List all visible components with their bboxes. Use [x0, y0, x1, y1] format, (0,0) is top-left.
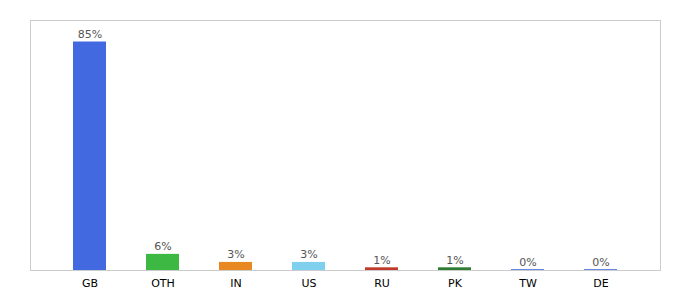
svg-text:3%: 3% — [227, 248, 244, 261]
svg-text:0%: 0% — [519, 256, 536, 269]
svg-text:1%: 1% — [373, 254, 390, 267]
svg-text:PK: PK — [448, 277, 463, 290]
svg-text:US: US — [301, 277, 316, 290]
svg-text:RU: RU — [374, 277, 390, 290]
svg-text:IN: IN — [230, 277, 241, 290]
svg-text:6%: 6% — [154, 240, 171, 253]
svg-text:OTH: OTH — [151, 277, 175, 290]
svg-text:0%: 0% — [592, 256, 609, 269]
svg-text:DE: DE — [593, 277, 608, 290]
svg-text:GB: GB — [82, 277, 98, 290]
svg-text:85%: 85% — [78, 28, 102, 41]
svg-text:3%: 3% — [300, 248, 317, 261]
svg-text:1%: 1% — [446, 254, 463, 267]
svg-text:TW: TW — [518, 277, 537, 290]
